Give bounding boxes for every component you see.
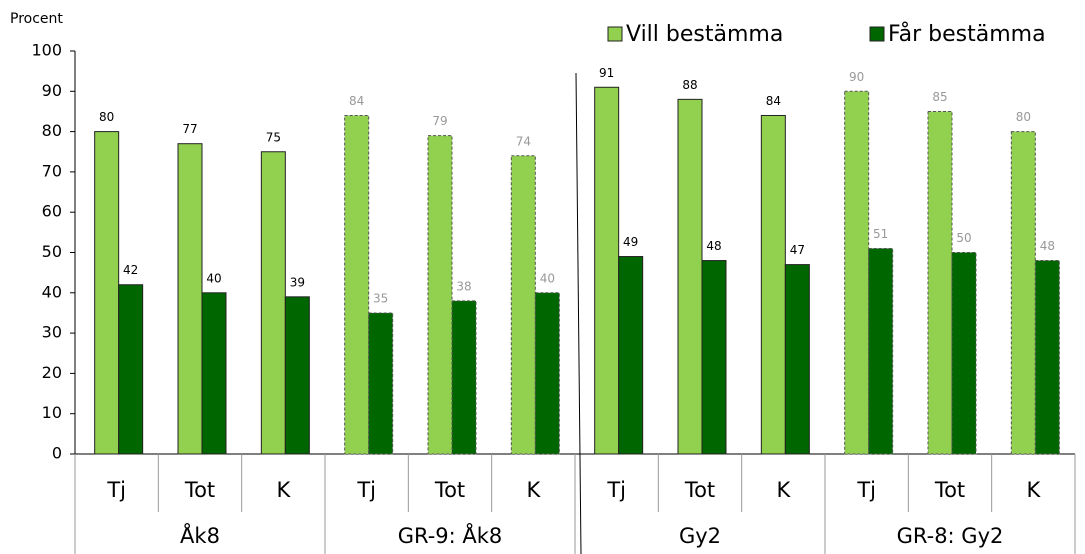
data-label: 50 [956, 231, 971, 245]
bar [1010, 131, 1036, 455]
data-label: 90 [849, 70, 864, 84]
data-label: 85 [932, 90, 947, 104]
bar [534, 292, 560, 455]
bar [618, 256, 644, 455]
bar [284, 296, 310, 455]
x-tick-label: K [776, 478, 791, 502]
bar [844, 90, 870, 455]
bar [927, 110, 953, 455]
group-label: Åk8 [180, 522, 220, 548]
legend-swatch [869, 26, 885, 42]
y-tick-label: 10 [42, 403, 62, 422]
bar [118, 284, 144, 455]
x-tick-label: Tot [684, 478, 715, 502]
y-tick-label: 20 [42, 363, 62, 382]
data-label: 91 [599, 66, 614, 80]
x-tick-label: Tot [434, 478, 465, 502]
data-label: 79 [432, 114, 447, 128]
y-tick-label: 0 [52, 444, 62, 463]
data-label: 88 [682, 78, 697, 92]
data-label: 49 [623, 235, 638, 249]
bar [760, 114, 786, 455]
data-label: 35 [373, 291, 388, 305]
y-tick-label: 60 [42, 202, 62, 221]
legend-label: Vill bestämma [626, 22, 783, 47]
x-tick-label: Tot [184, 478, 215, 502]
y-tick-label: 100 [31, 41, 62, 60]
legend-label: Får bestämma [888, 21, 1046, 47]
bar [868, 247, 894, 455]
data-label: 75 [266, 130, 281, 144]
bar [368, 312, 394, 455]
bar [951, 252, 977, 455]
x-tick-label: K [526, 478, 541, 502]
data-label: 51 [873, 227, 888, 241]
y-tick-label: 90 [42, 81, 62, 100]
divider [575, 72, 582, 554]
y-tick-label: 40 [42, 282, 62, 301]
data-label: 42 [123, 263, 138, 277]
group-label: Gy2 [679, 524, 721, 548]
group-label: GR-8: Gy2 [897, 524, 1004, 548]
y-tick-label: 30 [42, 323, 62, 342]
bar [427, 135, 453, 455]
data-label: 84 [349, 94, 364, 108]
data-label: 77 [182, 122, 197, 136]
data-label: 47 [790, 243, 805, 257]
data-label: 38 [456, 279, 471, 293]
data-label: 39 [290, 275, 305, 289]
bar [94, 131, 120, 455]
x-tick-label: Tj [356, 478, 376, 502]
bar [1034, 260, 1060, 455]
data-label: 48 [1040, 239, 1055, 253]
bar [201, 292, 227, 455]
y-axis-label: Procent [10, 11, 63, 27]
y-tick-label: 80 [42, 121, 62, 140]
bar [510, 155, 536, 455]
bar [260, 151, 286, 455]
x-tick-label: Tj [106, 478, 126, 502]
x-tick-label: Tot [934, 478, 965, 502]
data-label: 80 [1016, 110, 1031, 124]
group-label: GR-9: Åk8 [398, 522, 503, 548]
data-label: 40 [206, 271, 221, 285]
data-label: 40 [540, 271, 555, 285]
bar [784, 264, 810, 455]
data-label: 48 [706, 239, 721, 253]
data-label: 80 [99, 110, 114, 124]
x-tick-label: K [1026, 478, 1041, 502]
data-label: 84 [766, 94, 781, 108]
bar [451, 300, 477, 455]
bar [177, 143, 203, 455]
y-tick-label: 50 [42, 242, 62, 261]
x-tick-label: Tj [606, 478, 626, 502]
bar [594, 86, 620, 455]
data-label: 74 [516, 134, 531, 148]
legend-swatch [607, 26, 623, 42]
x-tick-label: Tj [856, 478, 876, 502]
x-tick-label: K [276, 478, 291, 502]
y-tick-label: 70 [42, 161, 62, 180]
bar [701, 260, 727, 455]
bar [344, 114, 370, 455]
bar [677, 98, 703, 455]
